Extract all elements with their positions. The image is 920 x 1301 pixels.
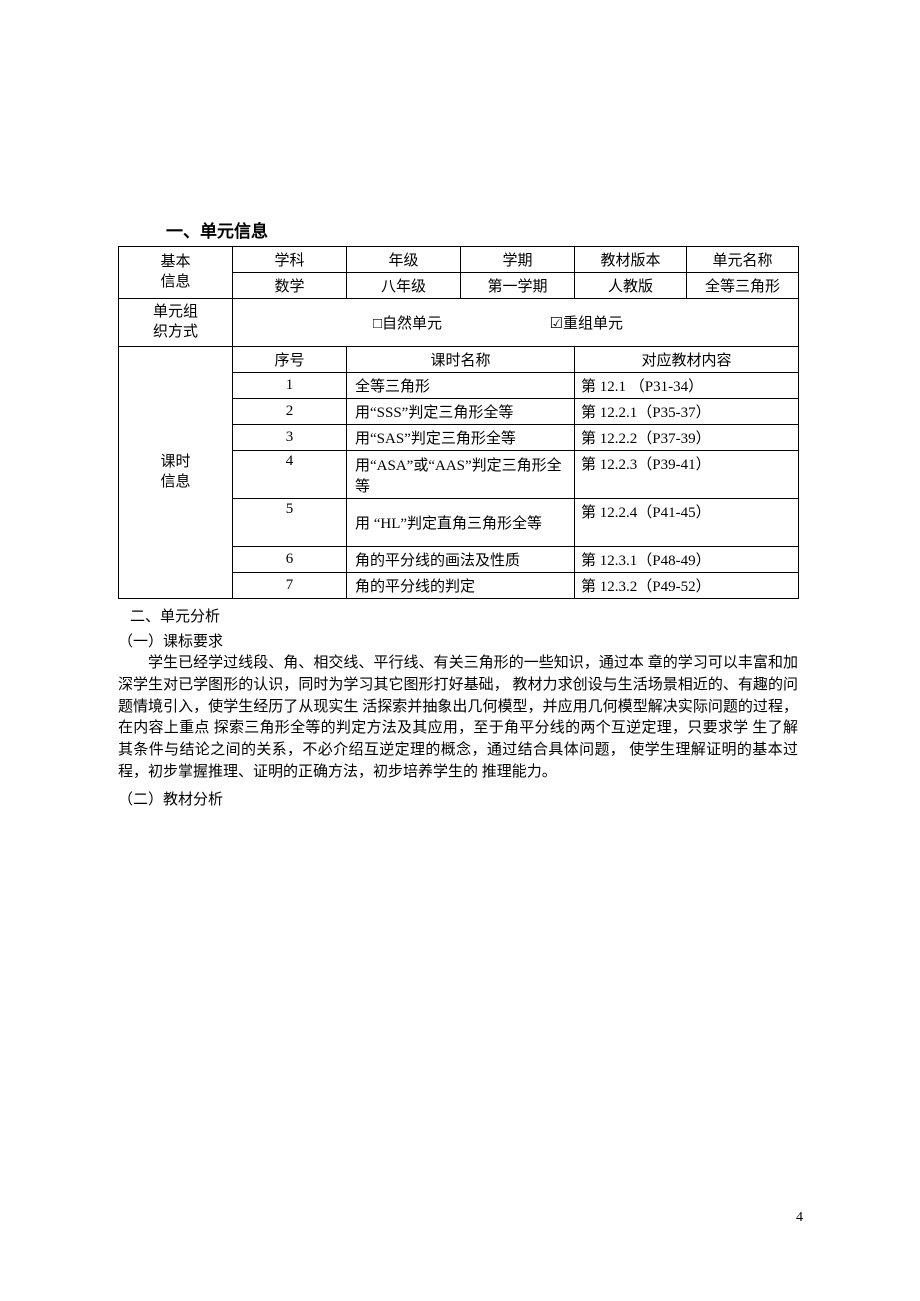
lesson-ref: 第 12.2.3（P39-41） xyxy=(575,451,799,499)
lesson-header-seq: 序号 xyxy=(233,347,347,373)
section2-heading: 二、单元分析 xyxy=(130,605,798,626)
table-row: 课时 信息 序号 课时名称 对应教材内容 xyxy=(119,347,799,373)
org-label: 单元组 织方式 xyxy=(119,299,233,347)
lesson-ref: 第 12.2.1（P35-37） xyxy=(575,399,799,425)
lesson-name: 用“SAS”判定三角形全等 xyxy=(347,425,575,451)
lesson-name: 用“SSS”判定三角形全等 xyxy=(347,399,575,425)
lesson-ref: 第 12.1 （P31-34） xyxy=(575,373,799,399)
sub1-label: （一）课标要求 xyxy=(118,630,798,651)
table-row: 基本 信息 学科 年级 学期 教材版本 单元名称 xyxy=(119,247,799,273)
lesson-name: 全等三角形 xyxy=(347,373,575,399)
lesson-info-label: 课时 信息 xyxy=(119,347,233,599)
header-edition: 教材版本 xyxy=(575,247,687,273)
basic-info-label: 基本 信息 xyxy=(119,247,233,299)
lesson-seq: 2 xyxy=(233,399,347,425)
table-row: 单元组 织方式 □自然单元 ☑重组单元 xyxy=(119,299,799,347)
page-number: 4 xyxy=(796,1210,803,1226)
value-subject: 数学 xyxy=(233,273,347,299)
lesson-seq: 4 xyxy=(233,451,347,499)
lesson-name: 用“ASA”或“AAS”判定三角形全等 xyxy=(347,451,575,499)
lesson-ref: 第 12.2.4（P41-45） xyxy=(575,499,799,547)
sub1-paragraph: 学生已经学过线段、角、相交线、平行线、有关三角形的一些知识，通过本 章的学习可以… xyxy=(118,653,798,784)
lesson-header-ref: 对应教材内容 xyxy=(575,347,799,373)
section2: 二、单元分析 （一）课标要求 学生已经学过线段、角、相交线、平行线、有关三角形的… xyxy=(118,605,798,809)
header-unit-name: 单元名称 xyxy=(687,247,799,273)
lesson-ref: 第 12.2.2（P37-39） xyxy=(575,425,799,451)
lesson-seq: 7 xyxy=(233,573,347,599)
value-edition: 人教版 xyxy=(575,273,687,299)
lesson-name: 角的平分线的画法及性质 xyxy=(347,547,575,573)
value-unit-name: 全等三角形 xyxy=(687,273,799,299)
value-term: 第一学期 xyxy=(461,273,575,299)
header-grade: 年级 xyxy=(347,247,461,273)
lesson-seq: 1 xyxy=(233,373,347,399)
lesson-seq: 3 xyxy=(233,425,347,451)
header-subject: 学科 xyxy=(233,247,347,273)
sub2-label: （二）教材分析 xyxy=(118,788,798,809)
document-content: 一、单元信息 基本 信息 学科 年级 学期 教材版本 单元名称 数学 八年级 第… xyxy=(118,217,798,811)
checkbox-natural-unit: □自然单元 xyxy=(373,312,442,333)
lesson-name: 角的平分线的判定 xyxy=(347,573,575,599)
unit-info-table: 基本 信息 学科 年级 学期 教材版本 单元名称 数学 八年级 第一学期 人教版… xyxy=(118,246,799,599)
lesson-header-name: 课时名称 xyxy=(347,347,575,373)
lesson-ref: 第 12.3.1（P48-49） xyxy=(575,547,799,573)
value-grade: 八年级 xyxy=(347,273,461,299)
checkbox-regroup-unit: ☑重组单元 xyxy=(550,312,623,333)
lesson-seq: 6 xyxy=(233,547,347,573)
section1-heading: 一、单元信息 xyxy=(166,217,798,242)
lesson-seq: 5 xyxy=(233,499,347,547)
header-term: 学期 xyxy=(461,247,575,273)
org-options-cell: □自然单元 ☑重组单元 xyxy=(233,299,799,347)
lesson-ref: 第 12.3.2（P49-52） xyxy=(575,573,799,599)
lesson-name: 用 “HL”判定直角三角形全等 xyxy=(347,499,575,547)
